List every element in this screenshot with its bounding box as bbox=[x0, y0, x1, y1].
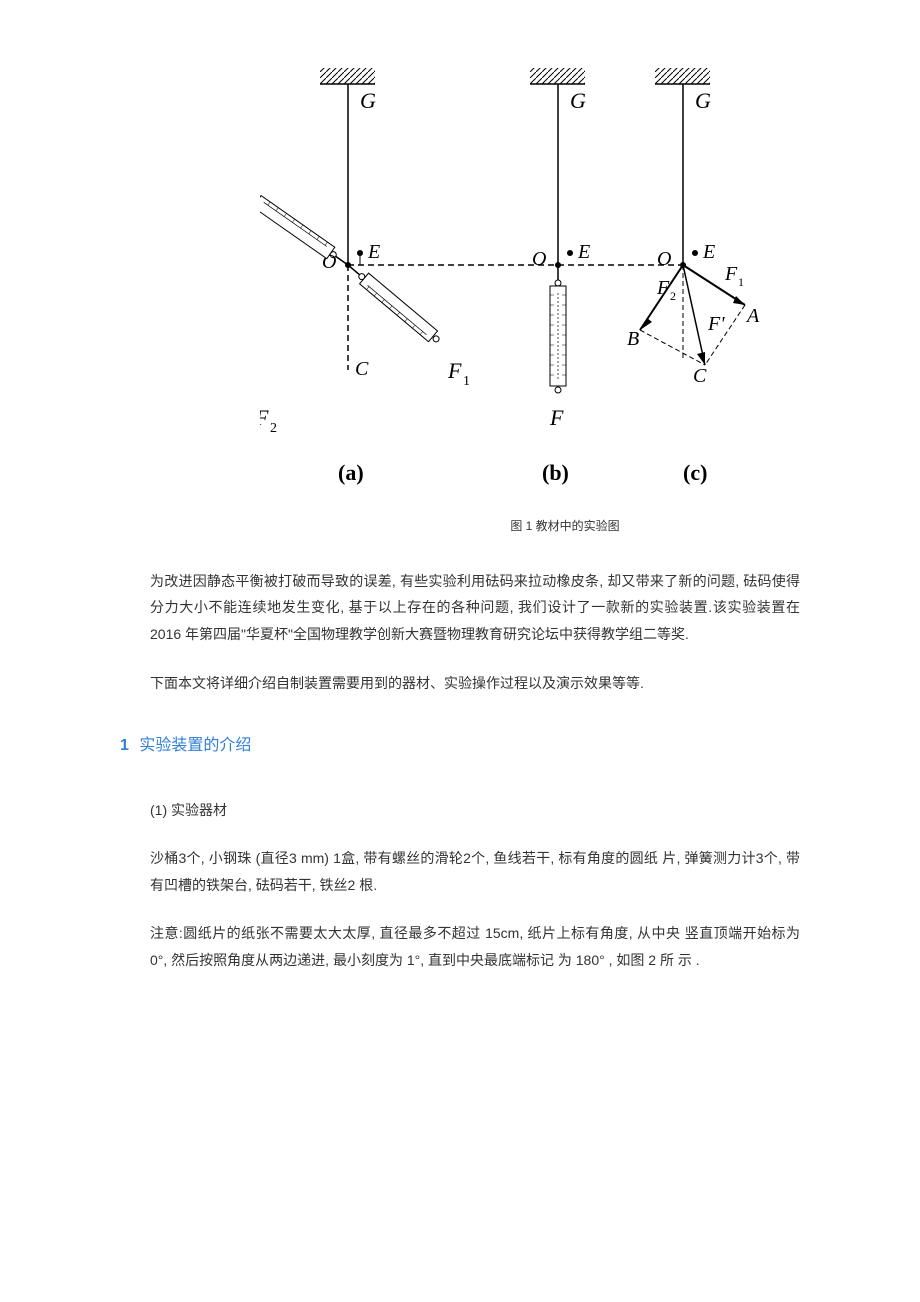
svg-text:F: F bbox=[447, 358, 462, 383]
svg-text:F: F bbox=[549, 405, 564, 430]
paragraph-2: 下面本文将详细介绍自制装置需要用到的器材、实验操作过程以及演示效果等等. bbox=[150, 670, 800, 697]
figure-1-caption: 图 1 教材中的实验图 bbox=[150, 515, 800, 538]
figure-caption-prefix: 图 1 bbox=[510, 519, 532, 533]
svg-text:1: 1 bbox=[738, 275, 744, 289]
figure-1-container: G O E C bbox=[150, 60, 800, 500]
svg-text:2: 2 bbox=[670, 289, 676, 303]
svg-text:E: E bbox=[577, 241, 590, 263]
svg-text:G: G bbox=[695, 88, 711, 113]
svg-text:(a): (a) bbox=[338, 460, 364, 485]
svg-text:C: C bbox=[355, 358, 369, 380]
paragraph-3: 沙桶3个, 小钢珠 (直径3 mm) 1盒, 带有螺丝的滑轮2个, 鱼线若干, … bbox=[150, 845, 800, 898]
svg-text:B: B bbox=[627, 328, 639, 350]
svg-text:F: F bbox=[656, 277, 670, 299]
svg-text:2: 2 bbox=[270, 421, 277, 436]
svg-text:F: F bbox=[724, 263, 738, 285]
paragraph-4: 注意:圆纸片的纸张不需要太大太厚, 直径最多不超过 15cm, 纸片上标有角度,… bbox=[150, 920, 800, 973]
svg-text:A: A bbox=[745, 305, 760, 327]
svg-text:G: G bbox=[570, 88, 586, 113]
figure-caption-text: 教材中的实验图 bbox=[536, 519, 620, 533]
svg-text:F: F bbox=[260, 405, 269, 430]
svg-text:C: C bbox=[693, 365, 707, 387]
svg-text:(c): (c) bbox=[683, 460, 707, 485]
paragraph-1: 为改进因静态平衡被打破而导致的误差, 有些实验利用砝码来拉动橡皮条, 却又带来了… bbox=[150, 568, 800, 648]
svg-text:(b): (b) bbox=[542, 460, 569, 485]
svg-text:F': F' bbox=[707, 313, 725, 335]
section-number: 1 bbox=[120, 737, 129, 754]
figure-1-diagram: G O E C bbox=[260, 60, 790, 500]
svg-text:E: E bbox=[367, 241, 380, 263]
svg-text:1: 1 bbox=[463, 374, 470, 389]
svg-text:E: E bbox=[702, 241, 715, 263]
svg-text:O: O bbox=[532, 248, 546, 270]
subsection-1-label: (1) 实验器材 bbox=[150, 797, 800, 824]
section-title: 实验装置的介绍 bbox=[139, 737, 251, 754]
section-1-heading: 1 实验装置的介绍 bbox=[120, 731, 800, 761]
svg-text:O: O bbox=[657, 248, 671, 270]
svg-text:G: G bbox=[360, 88, 376, 113]
